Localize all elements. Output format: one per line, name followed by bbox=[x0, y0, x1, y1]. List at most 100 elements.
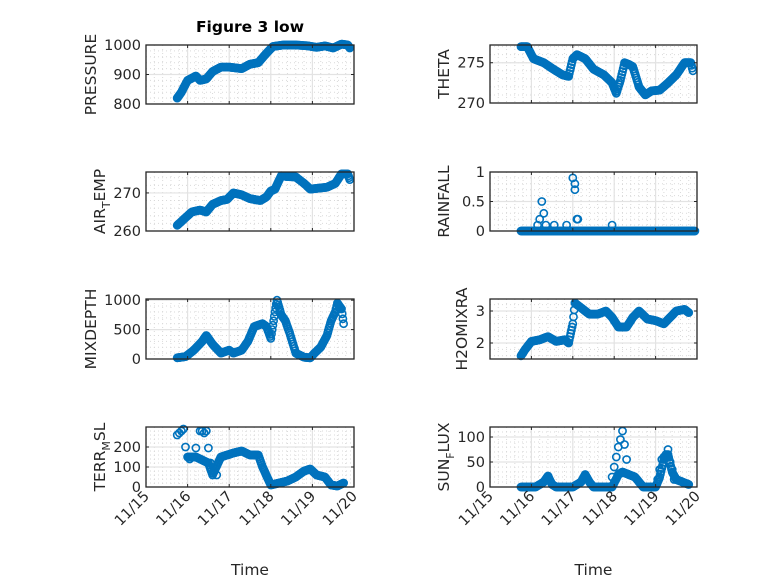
y-tick-label: 200 bbox=[113, 440, 141, 456]
y-axis-label: SUNFLUX bbox=[435, 422, 457, 491]
series-mixdepth bbox=[172, 295, 348, 363]
y-tick-label: 3 bbox=[476, 304, 485, 320]
y-tick-label: 800 bbox=[113, 97, 141, 113]
x-tick-label: 11/18 bbox=[237, 489, 278, 530]
data-point bbox=[178, 424, 188, 434]
x-tick-label: 11/19 bbox=[278, 489, 319, 530]
y-tick-label: 0 bbox=[476, 480, 485, 496]
y-tick-label: 0 bbox=[132, 352, 141, 368]
axes-box bbox=[145, 298, 355, 360]
data-point bbox=[535, 214, 545, 224]
data-point bbox=[669, 475, 679, 484]
data-point bbox=[620, 440, 629, 449]
y-tick-label: 1000 bbox=[104, 293, 141, 309]
data-point bbox=[607, 220, 617, 230]
data-point bbox=[624, 470, 634, 479]
x-axis-label: Time bbox=[230, 561, 269, 579]
data-point bbox=[653, 475, 663, 484]
y-axis-label: PRESSURE bbox=[82, 34, 100, 116]
data-point bbox=[607, 472, 617, 482]
data-point bbox=[267, 325, 277, 334]
y-axis-label: H2OMIXRA bbox=[453, 287, 471, 370]
data-point bbox=[203, 443, 213, 453]
data-point bbox=[573, 214, 583, 224]
data-point bbox=[570, 185, 580, 195]
data-point bbox=[268, 320, 278, 330]
y-tick-label: 500 bbox=[113, 323, 141, 339]
data-point bbox=[562, 220, 571, 230]
y-tick-label: 900 bbox=[113, 68, 141, 84]
series-terr_msl bbox=[172, 424, 348, 491]
data-point bbox=[655, 465, 665, 474]
y-axis-label: THETA bbox=[435, 49, 453, 100]
axes-box bbox=[489, 44, 698, 104]
x-tick-label: 11/17 bbox=[195, 489, 236, 530]
axes-h2omixra: 2 3 H2OMIXRA bbox=[453, 287, 698, 371]
data-point bbox=[337, 304, 346, 314]
x-axis-label: Time bbox=[574, 561, 613, 579]
y-tick-label: 270 bbox=[457, 96, 485, 112]
x-tick-label: 11/16 bbox=[154, 489, 195, 530]
figure-title: Figure 3 low bbox=[196, 18, 304, 36]
x-tick-label: 11/17 bbox=[539, 489, 580, 530]
y-tick-label: 260 bbox=[113, 224, 141, 240]
data-point bbox=[191, 443, 201, 453]
data-point bbox=[661, 450, 671, 459]
data-point bbox=[199, 428, 209, 438]
data-point bbox=[269, 316, 278, 326]
data-point bbox=[611, 452, 621, 462]
data-point bbox=[539, 208, 549, 218]
data-point bbox=[337, 309, 347, 319]
data-point bbox=[667, 465, 677, 474]
axes-box bbox=[145, 171, 355, 232]
y-tick-label: 0 bbox=[132, 480, 141, 496]
y-tick-label: 275 bbox=[457, 56, 485, 72]
y-tick-label: 1000 bbox=[104, 38, 141, 54]
data-point bbox=[267, 329, 276, 339]
axes-box bbox=[145, 426, 355, 488]
data-point bbox=[338, 314, 348, 324]
data-point bbox=[537, 197, 547, 206]
x-tick-label: 11/16 bbox=[497, 489, 538, 530]
data-point bbox=[549, 220, 559, 230]
y-axis-label: MIXDEPTH bbox=[82, 289, 100, 370]
data-point bbox=[684, 308, 694, 317]
y-axis-label: TERRMSL bbox=[91, 422, 113, 492]
data-point bbox=[185, 454, 195, 464]
data-point bbox=[684, 480, 694, 489]
data-point bbox=[339, 319, 348, 329]
series-air_temp bbox=[172, 169, 355, 230]
data-point bbox=[266, 333, 276, 343]
y-tick-label: 100 bbox=[457, 430, 485, 446]
y-tick-label: 270 bbox=[113, 186, 141, 202]
x-tick-label: 11/19 bbox=[622, 489, 663, 530]
data-point bbox=[657, 455, 667, 464]
y-tick-label: 2 bbox=[476, 336, 485, 352]
y-tick-label: 100 bbox=[113, 460, 141, 476]
y-axis-label: AIRTEMP bbox=[91, 169, 113, 234]
series-h2omixra bbox=[516, 298, 694, 361]
axes-rainfall: 0 0.5 1 RAINFALL bbox=[435, 165, 700, 240]
axes-box bbox=[489, 426, 698, 488]
axes-box bbox=[489, 298, 698, 360]
data-point bbox=[181, 442, 190, 452]
series-theta bbox=[516, 42, 698, 100]
x-tick-label: 11/18 bbox=[580, 489, 621, 530]
x-tick-label: 11/20 bbox=[320, 489, 361, 530]
y-tick-label: 0.5 bbox=[462, 195, 485, 211]
y-tick-label: 0 bbox=[476, 224, 485, 240]
data-point bbox=[609, 462, 619, 472]
y-tick-label: 1 bbox=[476, 165, 485, 181]
data-point bbox=[541, 220, 551, 230]
data-point bbox=[622, 455, 631, 464]
y-axis-label: RAINFALL bbox=[435, 165, 453, 238]
data-point bbox=[212, 470, 222, 480]
data-point bbox=[659, 452, 669, 462]
x-tick-label: 11/20 bbox=[663, 489, 704, 530]
